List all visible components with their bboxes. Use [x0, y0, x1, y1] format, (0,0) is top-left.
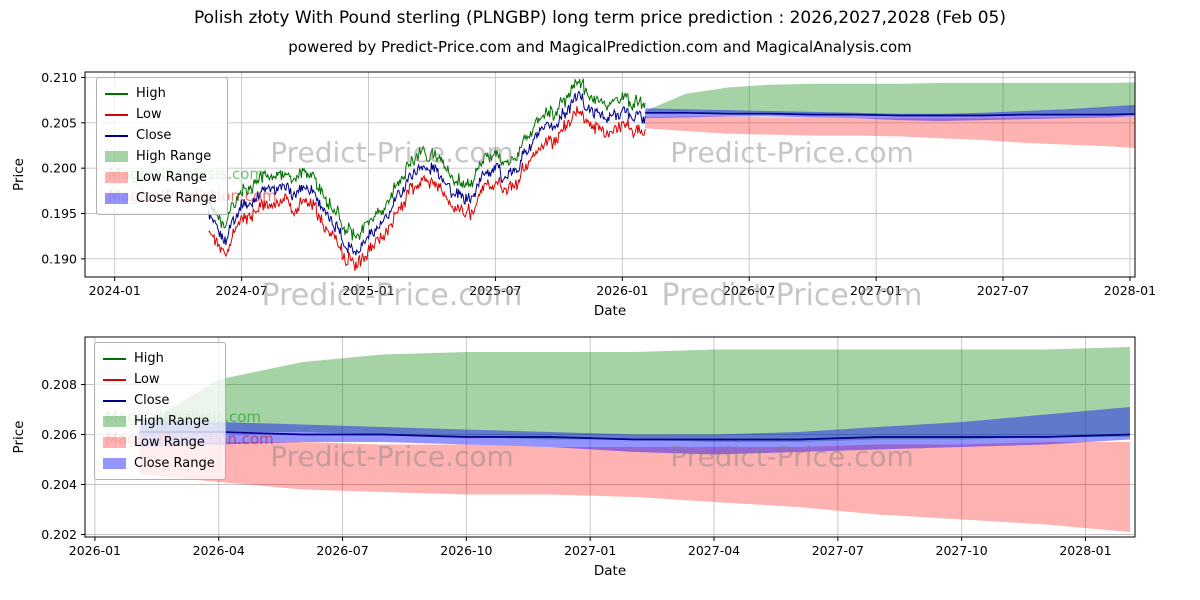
y-axis-label: Price — [11, 158, 27, 191]
legend-bottom-chart: High Low Close High Range Low Range Clos… — [94, 342, 226, 480]
x-tick-label: 2028-01 — [1104, 283, 1156, 298]
legend-label-close: Close — [134, 393, 170, 408]
close-range-swatch — [105, 193, 128, 204]
close-line — [208, 90, 646, 256]
chart-subtitle: powered by Predict-Price.com and Magical… — [288, 38, 912, 56]
x-tick-label: 2027-01 — [564, 543, 616, 558]
x-tick-label: 2024-07 — [215, 283, 267, 298]
close-forecast-line — [139, 431, 1131, 441]
legend-label-low: Low — [136, 107, 162, 122]
x-tick-label: 2027-04 — [688, 543, 740, 558]
legend-label-close-range: Close Range — [136, 191, 217, 206]
x-tick-label: 2027-10 — [936, 543, 988, 558]
legend-label-high-range: High Range — [134, 414, 210, 429]
x-tick-label: 2026-07 — [316, 543, 368, 558]
y-tick-label: 0.190 — [41, 251, 77, 266]
x-tick-label: 2026-01 — [69, 543, 121, 558]
low-range-swatch — [103, 437, 126, 448]
legend-item-high-range: High Range — [105, 146, 217, 167]
y-axis-label: Price — [11, 421, 27, 454]
y-tick-label: 0.208 — [41, 377, 77, 392]
low-range-band — [139, 442, 1130, 532]
y-tick-label: 0.202 — [41, 527, 77, 542]
low-range-swatch — [105, 172, 128, 183]
legend-item-close: Close — [103, 390, 215, 411]
x-tick-label: 2028-01 — [1059, 543, 1111, 558]
legend-item-low: Low — [105, 104, 217, 125]
legend-label-close: Close — [136, 128, 172, 143]
legend-label-low-range: Low Range — [136, 170, 207, 185]
legend-item-close-range: Close Range — [103, 453, 215, 474]
low-line — [208, 106, 646, 271]
high-line — [208, 78, 646, 241]
plot-frame — [84, 336, 1136, 538]
high-range-swatch — [103, 416, 126, 427]
legend-label-high-range: High Range — [136, 149, 212, 164]
plot-frame — [84, 71, 1136, 278]
high-range-swatch — [105, 151, 128, 162]
legend-item-high: High — [103, 348, 215, 369]
close-forecast-line — [645, 111, 1135, 117]
y-tick-label: 0.210 — [41, 70, 77, 85]
legend-label-low: Low — [134, 372, 160, 387]
legend-label-low-range: Low Range — [134, 435, 205, 450]
legend-item-close-range: Close Range — [105, 188, 217, 209]
low-line-swatch — [105, 113, 128, 116]
x-tick-label: 2027-07 — [812, 543, 864, 558]
legend-label-close-range: Close Range — [134, 456, 215, 471]
high-line-swatch — [105, 92, 128, 95]
forecast-detail-chart: 2026-01 2026-04 2026-07 2026-10 2027-01 2027-… — [11, 336, 1136, 579]
close-line-swatch — [105, 134, 128, 137]
y-tick-label: 0.205 — [41, 115, 77, 130]
x-tick-label: 2026-07 — [723, 283, 775, 298]
legend-item-high: High — [105, 83, 217, 104]
y-tick-label: 0.204 — [41, 477, 77, 492]
x-tick-label: 2027-07 — [977, 283, 1029, 298]
y-tick-label: 0.195 — [41, 206, 77, 221]
history-and-forecast-chart: 2024-01 2024-07 2025-01 2025-07 2026-01 2026-… — [11, 70, 1156, 319]
low-range-band — [645, 116, 1135, 148]
legend-item-low: Low — [103, 369, 215, 390]
x-axis-label: Date — [594, 303, 626, 319]
legend-top-chart: High Low Close High Range Low Range Clos… — [96, 77, 228, 215]
close-line-swatch — [103, 399, 126, 402]
x-tick-label: 2026-04 — [193, 543, 245, 558]
x-tick-label: 2024-01 — [89, 283, 141, 298]
x-tick-label: 2027-01 — [850, 283, 902, 298]
close-range-swatch — [103, 458, 126, 469]
x-tick-label: 2026-01 — [596, 283, 648, 298]
legend-item-low-range: Low Range — [103, 432, 215, 453]
high-line-swatch — [103, 357, 126, 360]
high-range-band — [645, 82, 1135, 117]
legend-item-low-range: Low Range — [105, 167, 217, 188]
x-tick-label: 2025-07 — [469, 283, 521, 298]
x-tick-label: 2026-10 — [440, 543, 492, 558]
close-range-band — [139, 407, 1130, 455]
close-range-band — [645, 104, 1135, 121]
x-axis-label: Date — [594, 563, 626, 579]
high-range-band — [139, 347, 1130, 442]
low-line-swatch — [103, 378, 126, 381]
y-tick-label: 0.200 — [41, 161, 77, 176]
x-tick-label: 2025-01 — [342, 283, 394, 298]
legend-item-close: Close — [105, 125, 217, 146]
legend-item-high-range: High Range — [103, 411, 215, 432]
y-tick-label: 0.206 — [41, 427, 77, 442]
legend-label-high: High — [134, 351, 164, 366]
legend-label-high: High — [136, 86, 166, 101]
chart-title: Polish złoty With Pound sterling (PLNGBP… — [194, 8, 1006, 28]
